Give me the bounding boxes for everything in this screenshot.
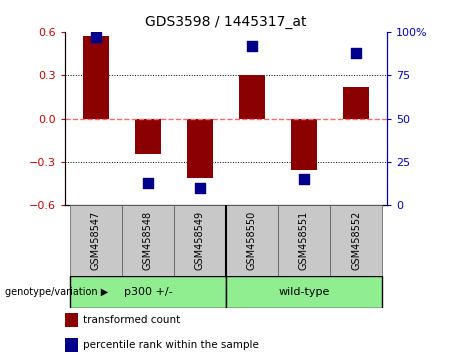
Bar (70, 205, 122, 276)
Point (300, 176, 307, 182)
Text: GSM458548: GSM458548 (143, 211, 153, 270)
Point (144, 180, 152, 185)
Bar (135, 119, 161, 154)
Text: GSM458550: GSM458550 (247, 211, 257, 270)
Bar (83, 36, 109, 119)
Point (248, 43, 255, 48)
Bar (187, 119, 213, 178)
Point (196, 185, 204, 191)
Text: GSM458547: GSM458547 (91, 211, 101, 270)
Text: GSM458549: GSM458549 (195, 211, 205, 270)
Bar (239, 74, 265, 119)
Title: GDS3598 / 1445317_at: GDS3598 / 1445317_at (145, 16, 307, 29)
Bar (122, 205, 174, 276)
Text: GSM458552: GSM458552 (351, 211, 361, 270)
Bar (174, 205, 226, 276)
Text: wild-type: wild-type (278, 287, 330, 297)
Bar (330, 205, 382, 276)
Bar (278, 205, 330, 276)
Bar (226, 205, 278, 276)
Bar (70, 276, 226, 308)
Bar (226, 276, 382, 308)
Text: GSM458551: GSM458551 (299, 211, 309, 270)
Text: transformed count: transformed count (83, 315, 180, 325)
Text: genotype/variation ▶: genotype/variation ▶ (5, 287, 108, 297)
Point (92, 34, 100, 40)
Text: p300 +/-: p300 +/- (124, 287, 172, 297)
Point (352, 50, 360, 56)
Text: percentile rank within the sample: percentile rank within the sample (83, 340, 259, 350)
Bar (291, 119, 317, 170)
Bar (343, 87, 369, 119)
